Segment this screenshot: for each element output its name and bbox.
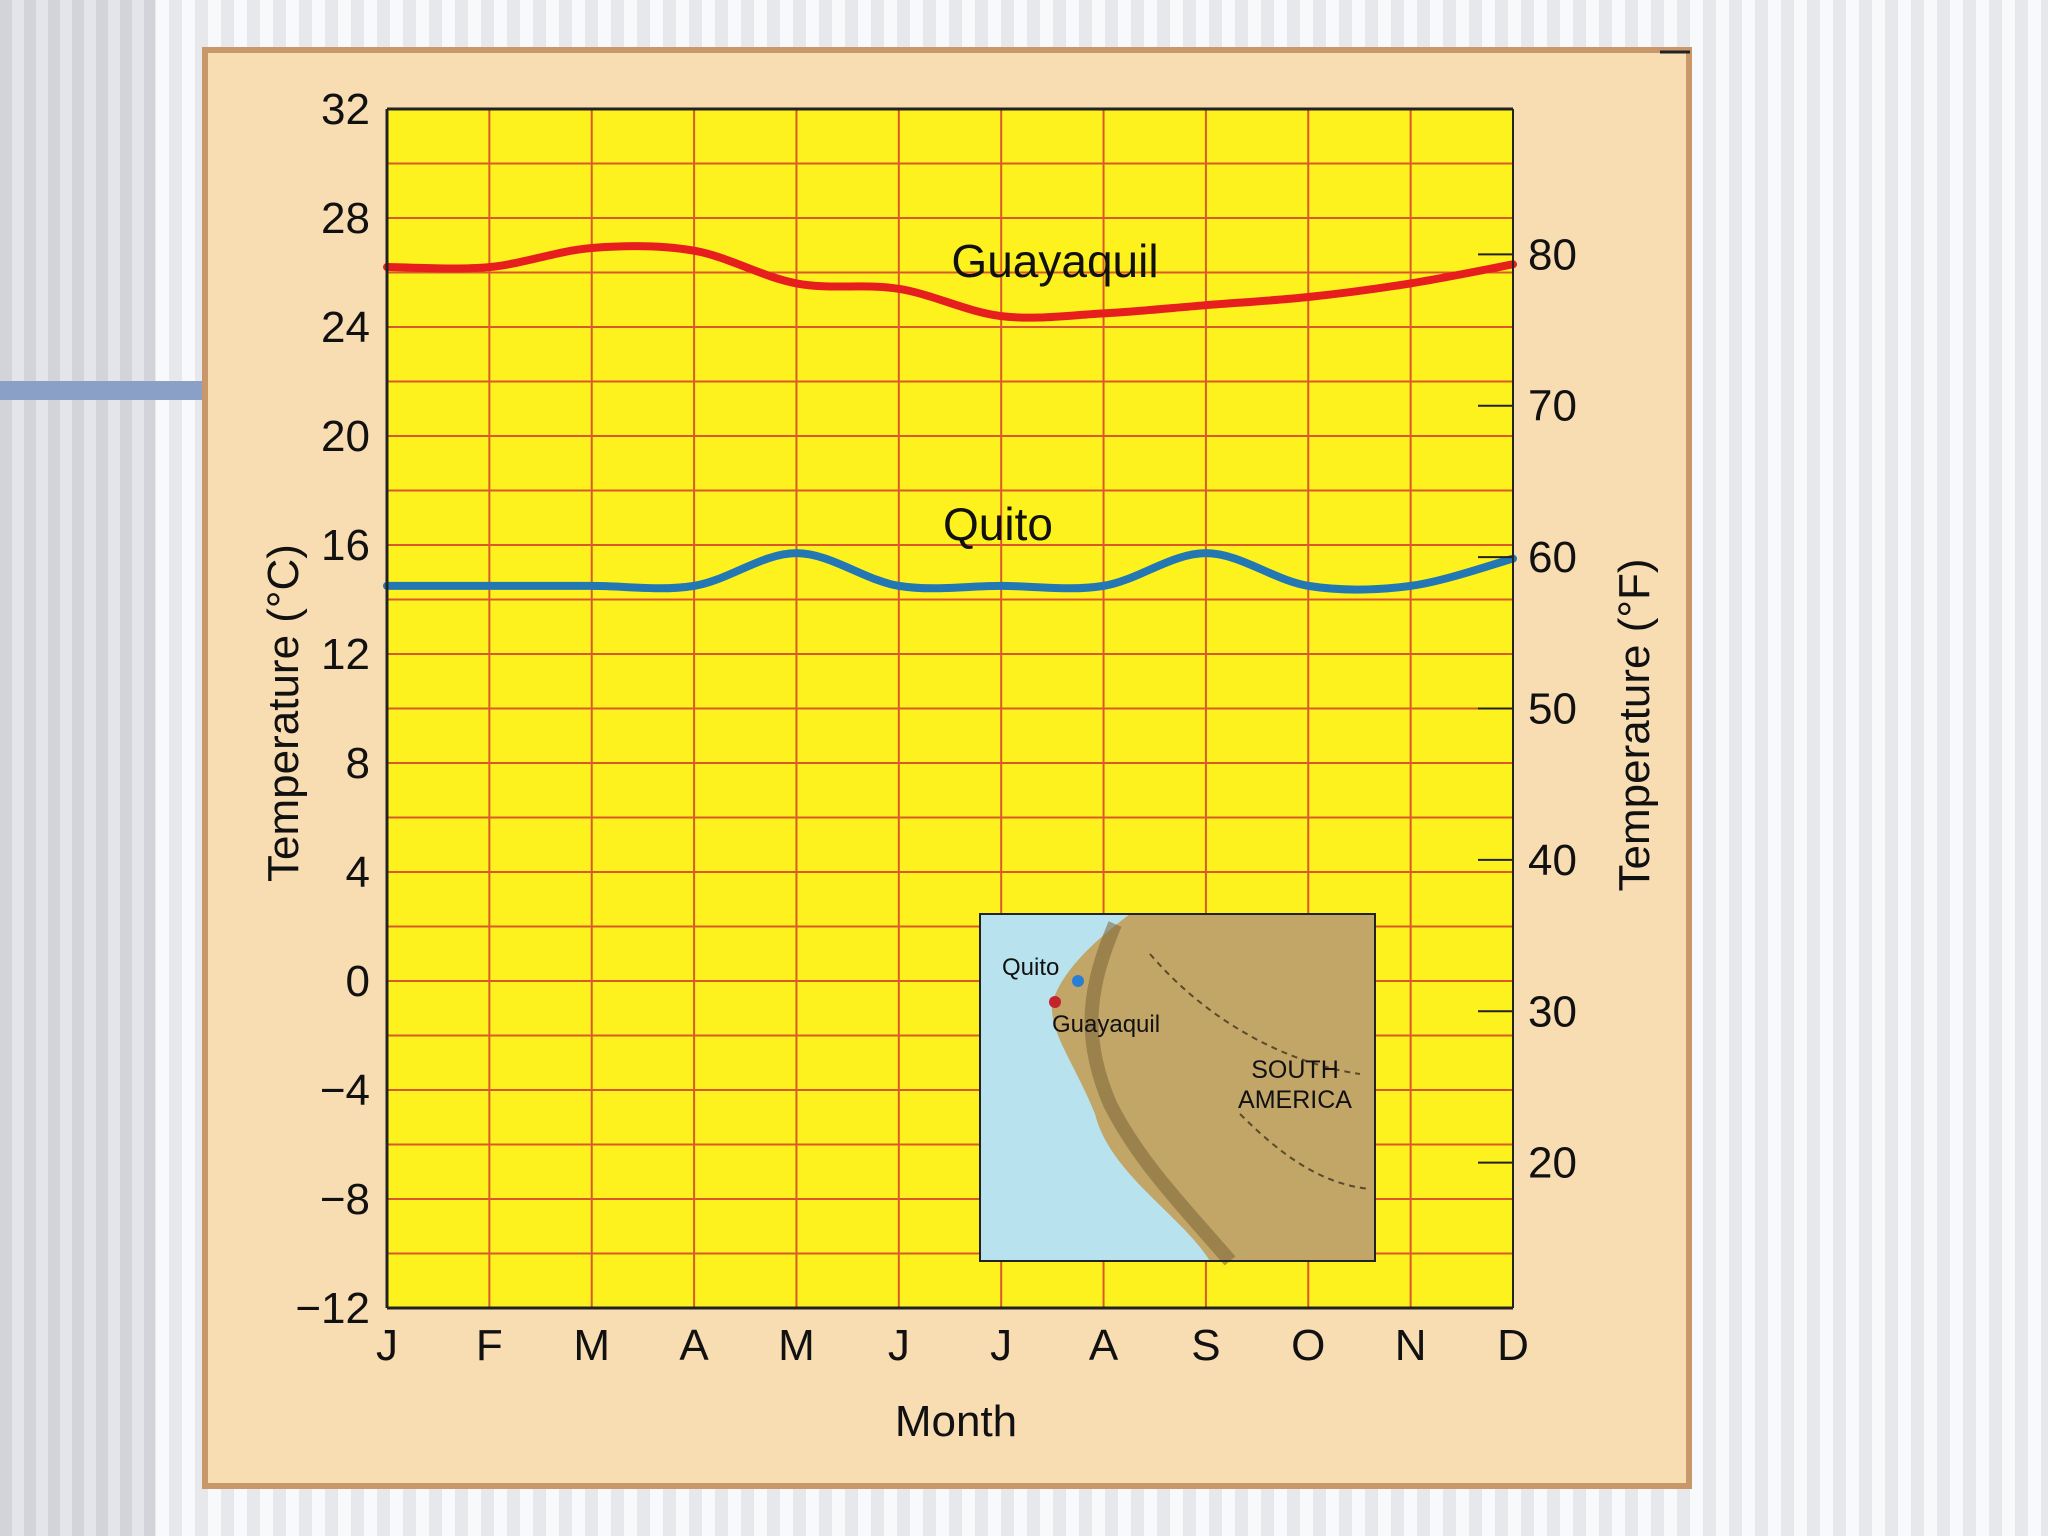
map-border-line — [1149, 953, 1361, 1075]
y-tick-label: 28 — [321, 194, 370, 243]
x-axis-title: Month — [895, 1397, 1017, 1446]
map-label-america: AMERICA — [1238, 1086, 1352, 1114]
series-lines: Guayaquil Quito — [383, 235, 1517, 594]
x-tick-label: O — [1291, 1321, 1325, 1370]
y-tick-label: 20 — [321, 412, 370, 461]
x-tick-label: J — [990, 1321, 1012, 1370]
x-tick-label: D — [1497, 1321, 1529, 1370]
map-label-quito: Quito — [1002, 954, 1059, 981]
y-right-tick-label: 20 — [1528, 1139, 1577, 1188]
y-axis-title-right: Temperature (°F) — [1610, 558, 1659, 891]
y-tick-label: 16 — [321, 521, 370, 570]
y-tick-label: −8 — [320, 1175, 370, 1224]
y-tick-label: −4 — [320, 1066, 370, 1115]
y-axis-title-left: Temperature (°C) — [259, 544, 308, 882]
x-tick-label: M — [573, 1321, 610, 1370]
series-label-quito: Quito — [943, 498, 1053, 550]
y-right-tick-label: 30 — [1528, 987, 1577, 1036]
series-line-guayaquil — [383, 242, 1517, 322]
x-tick-label: A — [1089, 1321, 1119, 1370]
guayaquil-marker — [1049, 996, 1061, 1008]
accent-bar — [0, 381, 206, 400]
x-tick-label: M — [778, 1321, 815, 1370]
y-right-tick-label: 40 — [1528, 836, 1577, 885]
map-andes-ridge — [1084, 921, 1236, 1266]
y-right-tick-label: 60 — [1528, 533, 1577, 582]
y-tick-label: 4 — [346, 848, 370, 897]
map-land — [1051, 914, 1375, 1261]
y-right-tick-label: 70 — [1528, 382, 1577, 431]
x-tick-label: N — [1395, 1321, 1427, 1370]
map-label-south: SOUTH — [1251, 1056, 1339, 1084]
quito-marker — [1072, 975, 1084, 987]
y-tick-label: 24 — [321, 303, 370, 352]
background-stripe — [0, 0, 155, 1536]
y-right-tick-label: 80 — [1528, 230, 1577, 279]
x-tick-label: J — [888, 1321, 910, 1370]
y-tick-label: 12 — [321, 630, 370, 679]
map-frame — [979, 913, 1376, 1262]
x-tick-label: F — [476, 1321, 503, 1370]
map-border-line — [1239, 1113, 1371, 1190]
y-tick-label: 32 — [321, 85, 370, 134]
y-tick-label: 8 — [346, 739, 370, 788]
x-tick-label: J — [376, 1321, 398, 1370]
series-line-quito — [383, 549, 1517, 594]
x-tick-label: S — [1191, 1321, 1220, 1370]
y-right-tick-label: 50 — [1528, 685, 1577, 734]
x-tick-label: A — [679, 1321, 709, 1370]
series-label-guayaquil: Guayaquil — [951, 235, 1158, 287]
y-tick-label: 0 — [346, 957, 370, 1006]
y-tick-label: −12 — [295, 1284, 370, 1333]
map-label-guayaquil: Guayaquil — [1052, 1011, 1160, 1038]
